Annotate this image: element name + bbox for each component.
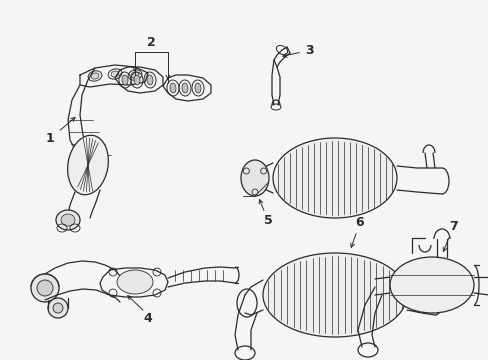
Ellipse shape	[389, 257, 473, 313]
Ellipse shape	[31, 274, 59, 302]
Ellipse shape	[61, 214, 75, 226]
Text: 7: 7	[448, 220, 457, 234]
Ellipse shape	[117, 270, 153, 294]
Text: 4: 4	[143, 311, 152, 324]
Ellipse shape	[182, 83, 187, 93]
Text: 3: 3	[305, 44, 314, 57]
Ellipse shape	[134, 75, 140, 85]
Ellipse shape	[67, 135, 108, 195]
Ellipse shape	[195, 83, 201, 93]
Text: 1: 1	[45, 131, 54, 144]
Ellipse shape	[170, 83, 176, 93]
Text: 5: 5	[263, 215, 272, 228]
Ellipse shape	[263, 253, 406, 337]
Ellipse shape	[122, 75, 128, 85]
Ellipse shape	[53, 303, 63, 313]
Text: 2: 2	[146, 36, 155, 49]
Ellipse shape	[37, 280, 53, 296]
Ellipse shape	[147, 75, 153, 85]
Ellipse shape	[131, 72, 139, 78]
Ellipse shape	[111, 71, 119, 77]
Text: 6: 6	[355, 216, 364, 230]
Ellipse shape	[91, 73, 99, 79]
Ellipse shape	[241, 160, 268, 196]
Ellipse shape	[48, 298, 68, 318]
Ellipse shape	[56, 210, 80, 230]
Ellipse shape	[272, 138, 396, 218]
